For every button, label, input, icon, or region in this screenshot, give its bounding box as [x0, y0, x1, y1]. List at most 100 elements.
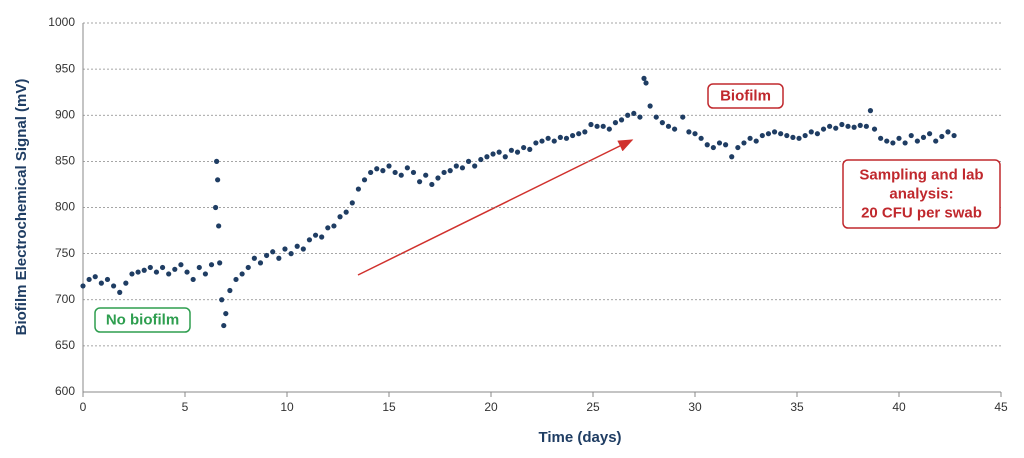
- data-point: [404, 165, 410, 171]
- x-tick-label: 15: [382, 400, 396, 414]
- data-point: [172, 266, 178, 272]
- data-point: [594, 123, 600, 129]
- data-point: [653, 114, 659, 120]
- data-point: [641, 75, 647, 81]
- data-point: [857, 122, 863, 128]
- data-point: [221, 322, 227, 329]
- x-tick-label: 10: [280, 400, 294, 414]
- data-point: [741, 140, 747, 146]
- data-point: [508, 147, 514, 153]
- data-point: [845, 123, 851, 129]
- data-point: [618, 117, 625, 123]
- data-point: [484, 154, 490, 160]
- data-point: [951, 132, 957, 139]
- data-point: [135, 269, 141, 275]
- data-point: [647, 103, 653, 109]
- data-point: [863, 123, 869, 129]
- data-point: [808, 129, 814, 135]
- data-point: [325, 225, 331, 231]
- data-point: [276, 255, 282, 261]
- data-point: [729, 154, 735, 160]
- data-point: [814, 131, 821, 137]
- data-point: [606, 126, 612, 132]
- y-tick-label: 850: [55, 154, 75, 168]
- x-tick-label: 25: [586, 400, 600, 414]
- data-point: [123, 280, 129, 286]
- data-point: [202, 271, 208, 277]
- data-point: [827, 123, 833, 129]
- data-point: [723, 142, 729, 148]
- data-point: [927, 131, 933, 137]
- data-point: [398, 172, 404, 178]
- data-point: [790, 134, 796, 140]
- data-point: [147, 264, 153, 271]
- data-point: [223, 310, 229, 317]
- data-point: [453, 163, 459, 169]
- data-point: [217, 260, 223, 266]
- data-point: [784, 132, 790, 139]
- data-point: [111, 283, 117, 289]
- data-point: [692, 131, 698, 137]
- data-point: [514, 149, 521, 155]
- x-tick-label: 40: [892, 400, 906, 414]
- y-axis-title: Biofilm Electrochemical Signal (mV): [13, 79, 30, 336]
- annotation-box: [842, 159, 1001, 229]
- data-point: [465, 158, 472, 164]
- data-point: [319, 234, 325, 240]
- data-point: [908, 132, 914, 139]
- data-point: [380, 168, 386, 174]
- data-point: [478, 156, 484, 163]
- data-point: [563, 135, 570, 141]
- data-point: [166, 271, 172, 277]
- data-point: [867, 108, 874, 114]
- data-point: [153, 269, 160, 275]
- data-point: [294, 243, 300, 249]
- data-point: [533, 140, 539, 146]
- data-point: [539, 138, 545, 144]
- data-point: [98, 280, 104, 286]
- data-point: [159, 264, 166, 271]
- annotation-text: Biofilm: [720, 87, 771, 104]
- annotation-box: [94, 307, 191, 333]
- annotation-text: No biofilm: [106, 311, 179, 328]
- y-tick-label: 1000: [48, 15, 75, 29]
- data-point: [557, 134, 563, 140]
- data-point: [312, 232, 319, 238]
- data-point: [502, 154, 508, 160]
- data-point: [361, 177, 368, 183]
- data-point: [735, 144, 741, 151]
- data-point: [878, 135, 884, 141]
- data-point: [933, 138, 939, 144]
- data-point: [902, 140, 908, 146]
- data-point: [643, 80, 649, 86]
- y-tick-label: 900: [55, 107, 75, 121]
- y-tick-label: 800: [55, 200, 75, 214]
- data-point: [213, 204, 219, 211]
- data-point: [680, 114, 686, 120]
- data-point: [582, 129, 588, 135]
- data-point: [368, 169, 374, 176]
- data-point: [343, 209, 349, 215]
- data-point: [625, 112, 631, 118]
- data-point: [698, 135, 704, 141]
- x-tick-label: 0: [80, 400, 87, 414]
- data-point: [521, 144, 527, 151]
- data-point: [129, 271, 135, 277]
- data-point: [355, 186, 361, 192]
- data-point: [896, 135, 902, 141]
- data-point: [216, 223, 222, 229]
- y-tick-label: 600: [55, 384, 75, 398]
- data-point: [331, 223, 337, 229]
- data-point: [839, 121, 845, 128]
- data-point: [349, 200, 355, 206]
- y-tick-label: 750: [55, 246, 75, 260]
- data-point: [884, 138, 890, 144]
- data-point: [704, 142, 710, 148]
- data-point: [104, 276, 111, 283]
- data-point: [771, 129, 778, 135]
- data-point: [423, 172, 429, 178]
- data-point: [551, 138, 557, 144]
- data-point: [665, 123, 672, 129]
- data-point: [219, 297, 225, 303]
